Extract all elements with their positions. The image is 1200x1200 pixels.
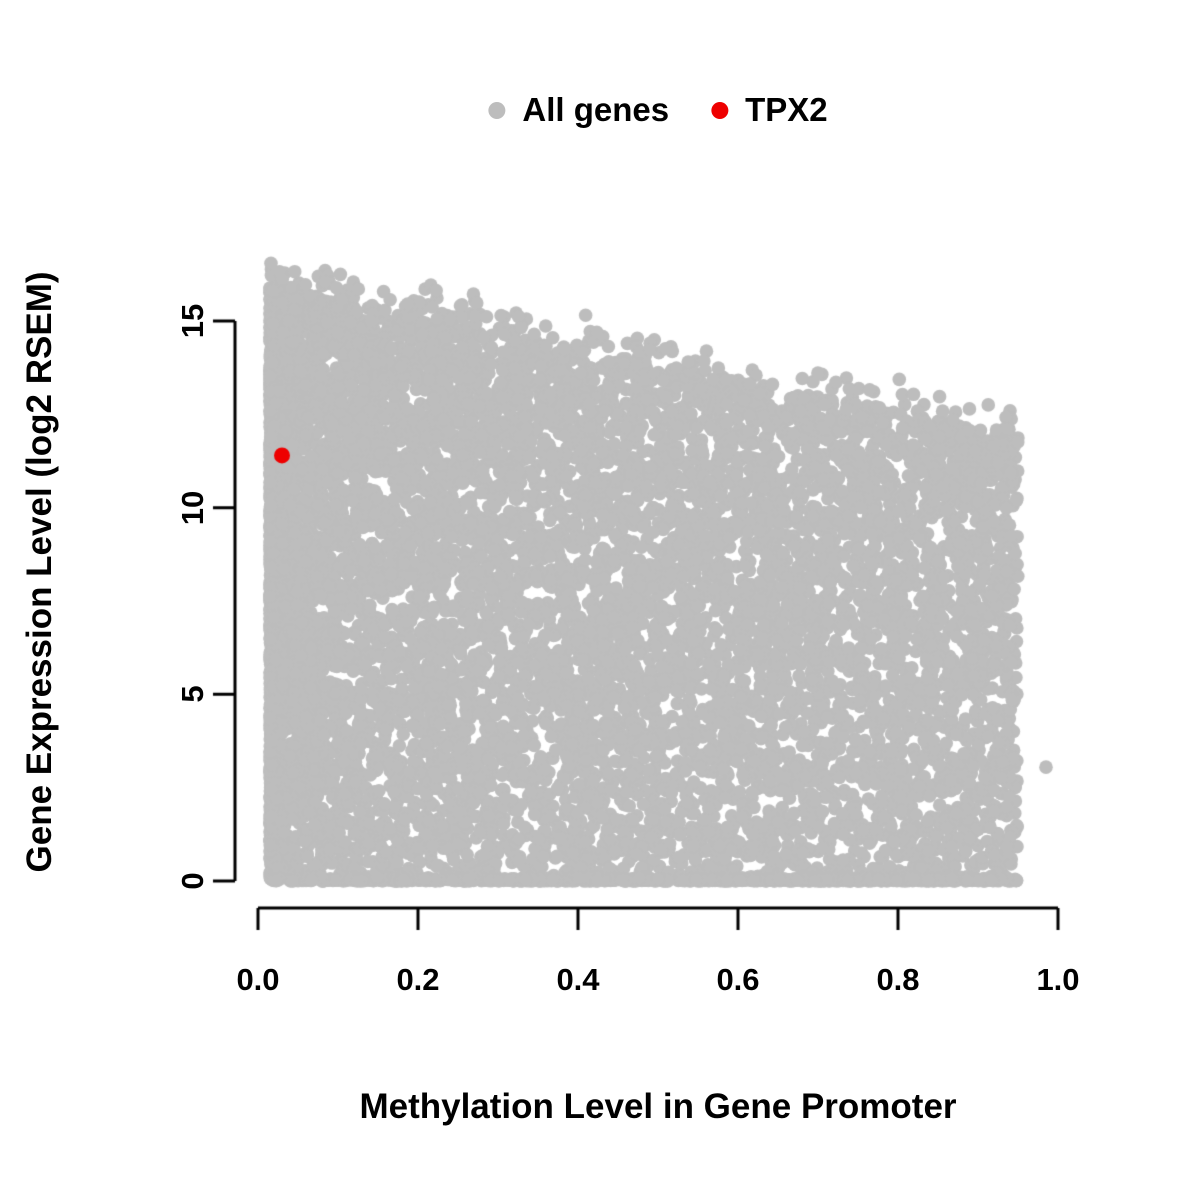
tpx2-dot-icon	[711, 101, 729, 119]
all-genes-dot-icon	[488, 101, 506, 119]
y-tick-label-1: 5	[175, 685, 210, 703]
y-tick-label-2: 10	[175, 490, 210, 526]
legend-label-all-genes: All genes	[522, 91, 670, 128]
y-tick-label-3: 15	[175, 303, 210, 339]
legend-label-tpx2: TPX2	[745, 91, 828, 128]
x-tick-label-0: 0.0	[236, 962, 280, 997]
x-axis-title: Methylation Level in Gene Promoter	[359, 1087, 957, 1126]
legend-item-tpx2: TPX2	[711, 91, 828, 129]
y-axis-title: Gene Expression Level (log2 RSEM)	[20, 271, 59, 873]
x-tick-label-3: 0.6	[716, 962, 760, 997]
chart-legend: All genes TPX2	[488, 91, 828, 129]
legend-item-all-genes: All genes	[488, 91, 669, 129]
x-tick-label-2: 0.4	[556, 962, 600, 997]
y-tick-label-0: 0	[175, 872, 210, 890]
x-tick-label-1: 0.2	[396, 962, 440, 997]
x-tick-label-5: 1.0	[1036, 962, 1080, 997]
x-tick-label-4: 0.8	[876, 962, 920, 997]
